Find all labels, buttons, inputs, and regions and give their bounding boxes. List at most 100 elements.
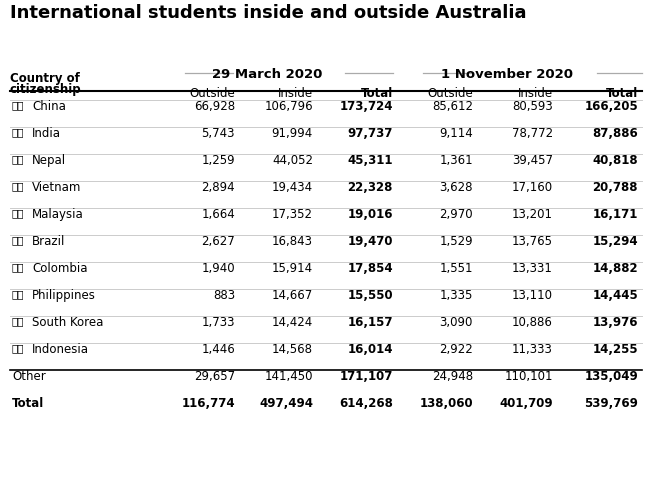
Text: 🇨🇴: 🇨🇴 bbox=[12, 262, 25, 272]
Text: 20,788: 20,788 bbox=[593, 181, 638, 194]
Text: 16,014: 16,014 bbox=[348, 343, 393, 356]
Text: 17,854: 17,854 bbox=[347, 262, 393, 275]
Text: 13,765: 13,765 bbox=[512, 235, 553, 248]
Text: Outside: Outside bbox=[189, 87, 235, 100]
Text: 166,205: 166,205 bbox=[584, 100, 638, 113]
Text: Country of: Country of bbox=[10, 72, 80, 85]
Text: 1,551: 1,551 bbox=[439, 262, 473, 275]
Text: 173,724: 173,724 bbox=[339, 100, 393, 113]
Text: 14,882: 14,882 bbox=[592, 262, 638, 275]
Text: 13,976: 13,976 bbox=[593, 316, 638, 329]
Text: 106,796: 106,796 bbox=[265, 100, 313, 113]
Text: 19,434: 19,434 bbox=[272, 181, 313, 194]
Text: 39,457: 39,457 bbox=[512, 154, 553, 167]
Text: 16,157: 16,157 bbox=[348, 316, 393, 329]
Text: 13,331: 13,331 bbox=[512, 262, 553, 275]
Text: 16,171: 16,171 bbox=[593, 208, 638, 221]
Text: 45,311: 45,311 bbox=[348, 154, 393, 167]
Text: Philippines: Philippines bbox=[32, 289, 96, 302]
Text: 24,948: 24,948 bbox=[432, 370, 473, 383]
Text: citizenship: citizenship bbox=[10, 83, 82, 96]
Text: 9,114: 9,114 bbox=[439, 127, 473, 140]
Text: 40,818: 40,818 bbox=[592, 154, 638, 167]
Text: 29,657: 29,657 bbox=[194, 370, 235, 383]
Text: 116,774: 116,774 bbox=[181, 397, 235, 410]
Text: 110,101: 110,101 bbox=[504, 370, 553, 383]
Text: 11,333: 11,333 bbox=[512, 343, 553, 356]
Text: 3,090: 3,090 bbox=[439, 316, 473, 329]
Text: Malaysia: Malaysia bbox=[32, 208, 84, 221]
Text: China: China bbox=[32, 100, 66, 113]
Text: 85,612: 85,612 bbox=[432, 100, 473, 113]
Text: 13,201: 13,201 bbox=[512, 208, 553, 221]
Text: 2,970: 2,970 bbox=[439, 208, 473, 221]
Text: 1 November 2020: 1 November 2020 bbox=[441, 68, 573, 81]
Text: Other: Other bbox=[12, 370, 46, 383]
Text: 1,335: 1,335 bbox=[439, 289, 473, 302]
Text: 141,450: 141,450 bbox=[265, 370, 313, 383]
Text: 14,445: 14,445 bbox=[592, 289, 638, 302]
Text: 🇧🇷: 🇧🇷 bbox=[12, 235, 25, 245]
Text: Brazil: Brazil bbox=[32, 235, 66, 248]
Text: 15,914: 15,914 bbox=[272, 262, 313, 275]
Text: 19,016: 19,016 bbox=[348, 208, 393, 221]
Text: 614,268: 614,268 bbox=[339, 397, 393, 410]
Text: 🇮🇳: 🇮🇳 bbox=[12, 127, 25, 137]
Text: 14,255: 14,255 bbox=[592, 343, 638, 356]
Text: 14,667: 14,667 bbox=[272, 289, 313, 302]
Text: 44,052: 44,052 bbox=[272, 154, 313, 167]
Text: 539,769: 539,769 bbox=[584, 397, 638, 410]
Text: Inside: Inside bbox=[518, 87, 553, 100]
Text: 1,664: 1,664 bbox=[202, 208, 235, 221]
Text: Outside: Outside bbox=[427, 87, 473, 100]
Text: 19,470: 19,470 bbox=[348, 235, 393, 248]
Text: India: India bbox=[32, 127, 61, 140]
Text: 2,894: 2,894 bbox=[202, 181, 235, 194]
Text: 883: 883 bbox=[213, 289, 235, 302]
Text: 🇵🇭: 🇵🇭 bbox=[12, 289, 25, 299]
Text: 1,940: 1,940 bbox=[202, 262, 235, 275]
Text: Colombia: Colombia bbox=[32, 262, 88, 275]
Text: Total: Total bbox=[361, 87, 393, 100]
Text: 66,928: 66,928 bbox=[194, 100, 235, 113]
Text: 16,843: 16,843 bbox=[272, 235, 313, 248]
Text: 22,328: 22,328 bbox=[348, 181, 393, 194]
Text: 1,529: 1,529 bbox=[439, 235, 473, 248]
Text: 91,994: 91,994 bbox=[272, 127, 313, 140]
Text: 15,294: 15,294 bbox=[592, 235, 638, 248]
Text: 🇨🇳: 🇨🇳 bbox=[12, 100, 25, 110]
Text: 13,110: 13,110 bbox=[512, 289, 553, 302]
Text: 1,259: 1,259 bbox=[202, 154, 235, 167]
Text: 171,107: 171,107 bbox=[339, 370, 393, 383]
Text: 🇻🇳: 🇻🇳 bbox=[12, 181, 25, 191]
Text: 14,568: 14,568 bbox=[272, 343, 313, 356]
Text: 1,733: 1,733 bbox=[202, 316, 235, 329]
Text: 87,886: 87,886 bbox=[592, 127, 638, 140]
Text: 🇮🇩: 🇮🇩 bbox=[12, 343, 25, 353]
Text: Vietnam: Vietnam bbox=[32, 181, 81, 194]
Text: Total: Total bbox=[12, 397, 44, 410]
Text: International students inside and outside Australia: International students inside and outsid… bbox=[10, 4, 526, 22]
Text: Nepal: Nepal bbox=[32, 154, 66, 167]
Text: 15,550: 15,550 bbox=[347, 289, 393, 302]
Text: 3,628: 3,628 bbox=[439, 181, 473, 194]
Text: Inside: Inside bbox=[278, 87, 313, 100]
Text: 1,446: 1,446 bbox=[202, 343, 235, 356]
Text: 🇲🇾: 🇲🇾 bbox=[12, 208, 25, 218]
Text: 5,743: 5,743 bbox=[202, 127, 235, 140]
Text: 78,772: 78,772 bbox=[512, 127, 553, 140]
Text: 🇳🇵: 🇳🇵 bbox=[12, 154, 25, 164]
Text: 97,737: 97,737 bbox=[348, 127, 393, 140]
Text: 29 March 2020: 29 March 2020 bbox=[212, 68, 322, 81]
Text: 138,060: 138,060 bbox=[419, 397, 473, 410]
Text: 2,627: 2,627 bbox=[202, 235, 235, 248]
Text: 2,922: 2,922 bbox=[439, 343, 473, 356]
Text: 80,593: 80,593 bbox=[512, 100, 553, 113]
Text: 10,886: 10,886 bbox=[512, 316, 553, 329]
Text: 401,709: 401,709 bbox=[499, 397, 553, 410]
Text: 17,352: 17,352 bbox=[272, 208, 313, 221]
Text: 🇰🇷: 🇰🇷 bbox=[12, 316, 25, 326]
Text: South Korea: South Korea bbox=[32, 316, 103, 329]
Text: 14,424: 14,424 bbox=[272, 316, 313, 329]
Text: 17,160: 17,160 bbox=[512, 181, 553, 194]
